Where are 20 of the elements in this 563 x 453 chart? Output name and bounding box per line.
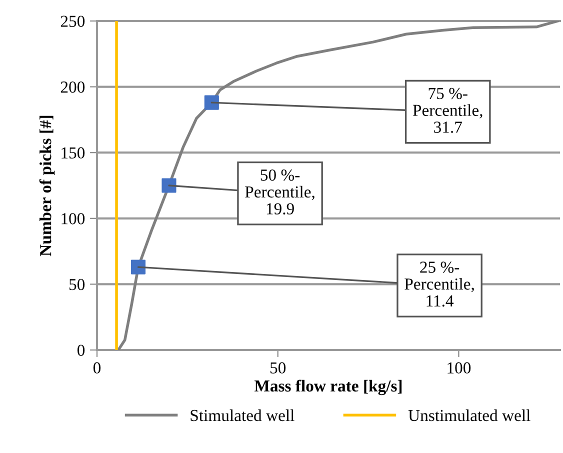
- point: [162, 178, 176, 193]
- y-axis-title: Number of picks [#]: [39, 116, 55, 256]
- y-tick-label: 250: [60, 16, 85, 27]
- x-tick-label: 0: [93, 362, 101, 374]
- annotation: 75 %- Percentile, 31.7: [412, 88, 482, 133]
- y-tick-label: 150: [62, 147, 85, 159]
- y-tick-label: 100: [62, 213, 85, 224]
- x-axis-title: Mass flow rate [kg/s]: [254, 380, 402, 396]
- legend-label: Unstimulated well: [408, 409, 530, 422]
- y-tick-label: 200: [60, 82, 85, 93]
- point: [130, 260, 146, 274]
- x-tick-label: 100: [448, 362, 471, 374]
- line-series: [116, 21, 559, 350]
- y-tick-label: 50: [69, 278, 85, 290]
- x-tick-label: 50: [270, 362, 286, 374]
- annotation: 50 %- Percentile, 19.9: [245, 169, 314, 214]
- legend-label: Stimulated well: [190, 409, 294, 422]
- annotation: 25 %- Percentile, 11.4: [404, 262, 474, 307]
- point: [204, 95, 219, 110]
- y-tick-label: 0: [77, 344, 85, 356]
